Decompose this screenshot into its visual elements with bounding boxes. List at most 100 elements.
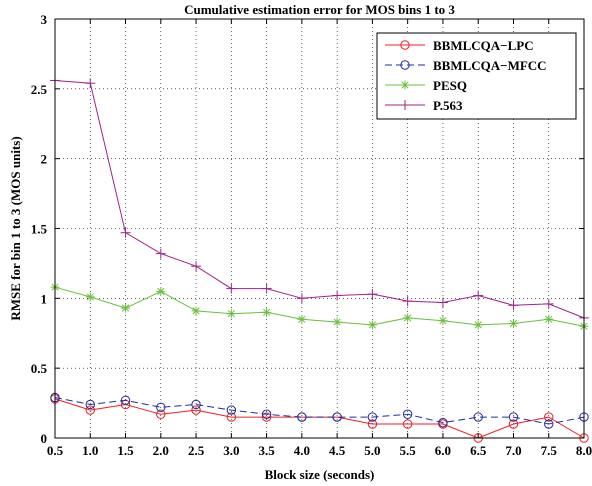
- data-point: [120, 227, 131, 238]
- data-point: [438, 417, 448, 428]
- series-2: [50, 282, 589, 331]
- data-point: [367, 412, 378, 422]
- y-tick-label: 0.5: [31, 361, 48, 376]
- data-point: [402, 409, 413, 419]
- data-point: [156, 286, 166, 296]
- x-tick-label: 1.5: [117, 443, 134, 458]
- data-point: [156, 409, 166, 419]
- series-line: [54, 398, 585, 439]
- data-point: [297, 412, 307, 422]
- legend-label: P.563: [433, 98, 463, 113]
- legend-entry: PESQ: [385, 78, 467, 93]
- data-point: [85, 292, 95, 302]
- data-point: [120, 395, 131, 405]
- data-point: [226, 283, 237, 294]
- x-tick-label: 5.5: [400, 443, 417, 458]
- x-tick-label: 4.0: [294, 443, 310, 458]
- data-point: [155, 248, 166, 259]
- data-point: [191, 306, 201, 316]
- data-point: [85, 399, 95, 410]
- data-point: [508, 412, 519, 422]
- x-tick-label: 0.5: [47, 443, 64, 458]
- x-tick-label: 7.5: [541, 443, 558, 458]
- data-point: [544, 419, 554, 429]
- data-point: [121, 303, 131, 313]
- x-tick-label: 3.5: [258, 443, 275, 458]
- y-tick-label: 2.5: [31, 82, 48, 97]
- data-point: [85, 78, 96, 89]
- data-point: [508, 419, 519, 429]
- legend-marker: [400, 40, 410, 50]
- legend-entry: BBMLCQA−MFCC: [385, 58, 547, 73]
- grid: [55, 19, 584, 438]
- x-tick-label: 2.0: [153, 443, 169, 458]
- chart-title: Cumulative estimation error for MOS bins…: [184, 2, 455, 17]
- x-tick-label: 2.5: [188, 443, 205, 458]
- data-point: [156, 402, 166, 412]
- x-axis-label: Block size (seconds): [265, 467, 375, 482]
- data-point: [544, 412, 554, 422]
- x-tick-label: 3.0: [223, 443, 239, 458]
- data-point: [473, 290, 484, 301]
- data-point: [367, 320, 377, 330]
- y-tick-label: 1.5: [31, 222, 48, 237]
- x-tick-label: 6.0: [435, 443, 451, 458]
- data-point: [226, 405, 237, 415]
- legend: BBMLCQA−LPC BBMLCQA−MFCC PESQ P.563: [376, 32, 577, 120]
- series-line: [54, 397, 585, 425]
- data-point: [332, 412, 342, 422]
- axis-ticks: 0.5 1.0 1.5 2.0 2.5 3.0 3.5 4.0 4.5 5.0 5.5 6.0 6.5 7…: [31, 12, 592, 458]
- legend-entry: BBMLCQA−LPC: [385, 38, 534, 53]
- y-tick-label: 3: [41, 12, 48, 27]
- data-point: [191, 405, 201, 415]
- x-tick-label: 7.0: [505, 443, 521, 458]
- legend-label: BBMLCQA−LPC: [433, 38, 534, 53]
- data-point: [403, 313, 413, 323]
- data-point: [261, 283, 272, 294]
- data-point: [438, 316, 448, 326]
- x-tick-label: 6.5: [470, 443, 487, 458]
- x-tick-label: 8.0: [576, 443, 592, 458]
- y-tick-label: 2: [41, 152, 48, 167]
- data-point: [296, 293, 307, 304]
- data-point: [297, 314, 307, 324]
- data-point: [262, 307, 272, 317]
- data-point: [402, 296, 413, 307]
- y-tick-label: 0: [41, 431, 48, 446]
- data-point: [543, 298, 554, 309]
- y-tick-label: 1: [41, 291, 48, 306]
- x-tick-label: 1.0: [82, 443, 98, 458]
- series-line: [54, 80, 585, 319]
- legend-label: BBMLCQA−MFCC: [433, 58, 547, 73]
- series-1: [50, 392, 589, 429]
- series-layer: [50, 75, 589, 443]
- data-point: [473, 320, 483, 330]
- data-point: [473, 412, 483, 422]
- data-point: [508, 300, 519, 311]
- legend-marker: [400, 80, 410, 90]
- data-point: [261, 412, 272, 422]
- series-line: [54, 286, 585, 327]
- y-axis-label: RMSE for bin 1 to 3 (MOS units): [8, 136, 23, 320]
- data-point: [544, 314, 554, 324]
- data-point: [437, 297, 448, 308]
- x-tick-label: 4.5: [329, 443, 346, 458]
- data-point: [191, 261, 202, 272]
- data-point: [367, 419, 378, 429]
- data-point: [261, 409, 272, 419]
- data-point: [367, 289, 378, 300]
- data-point: [191, 399, 201, 410]
- legend-marker: [400, 60, 410, 70]
- x-tick-label: 5.0: [364, 443, 380, 458]
- data-point: [332, 317, 342, 327]
- data-point: [226, 309, 236, 319]
- data-point: [226, 412, 237, 422]
- legend-marker: [400, 100, 410, 110]
- data-point: [332, 290, 343, 301]
- data-point: [85, 405, 95, 415]
- data-point: [402, 419, 413, 429]
- series-3: [50, 75, 589, 323]
- legend-label: PESQ: [433, 78, 467, 93]
- legend-entry: P.563: [385, 98, 463, 113]
